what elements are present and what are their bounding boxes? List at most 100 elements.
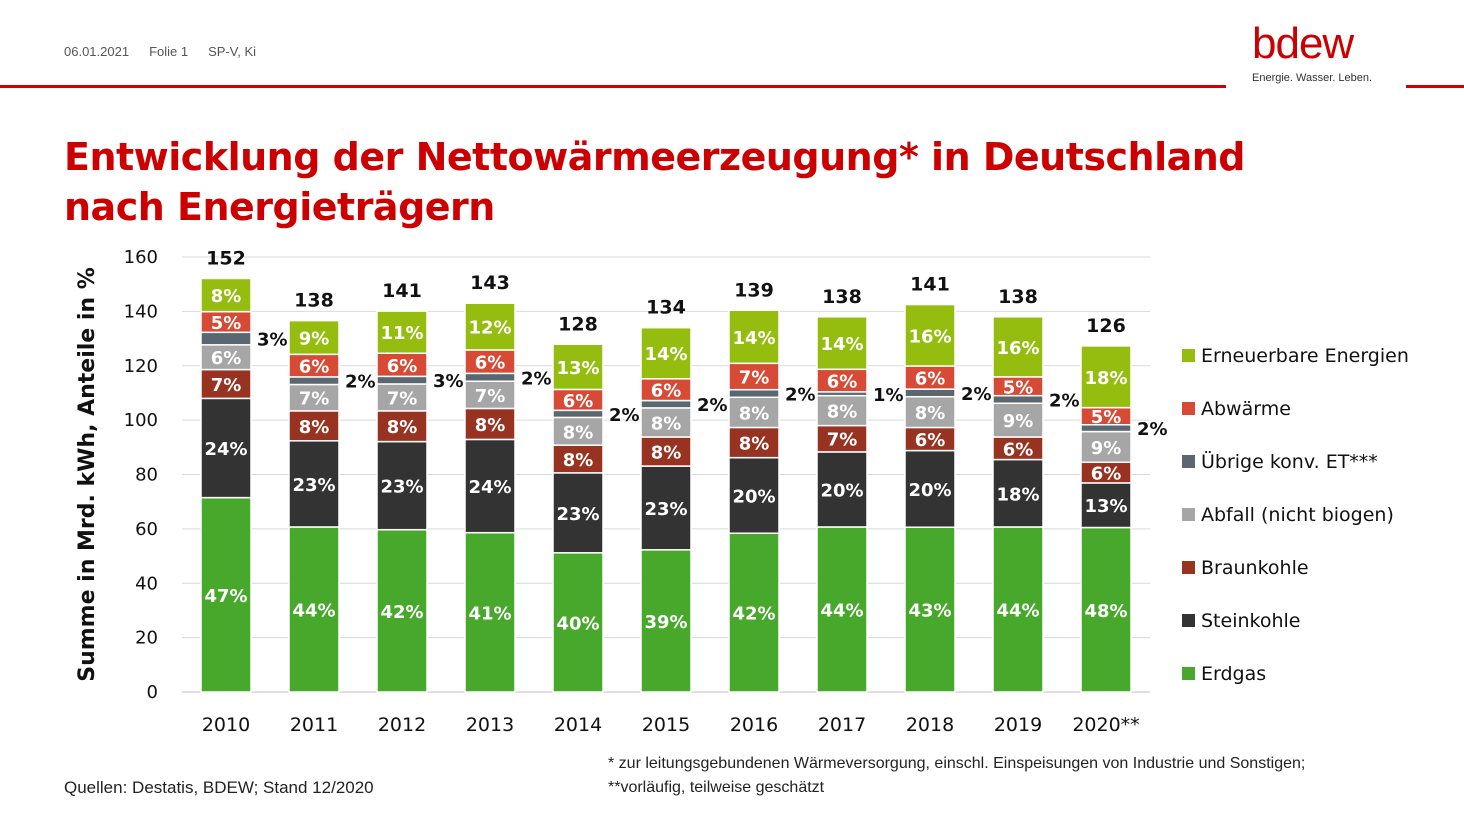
bar-segment [464,302,516,351]
total-label: 138 [294,290,334,312]
title-line-2: nach Energieträgern [64,185,495,229]
total-label: 141 [382,280,422,302]
bar-segment [288,410,340,442]
data-label: 39% [644,612,687,633]
data-label: 6% [915,369,946,390]
bar-segment [376,410,428,443]
data-label: 8% [387,417,418,438]
x-tick-label: 2011 [290,714,338,736]
bar-segment [464,372,516,382]
total-label: 128 [558,313,598,335]
data-label: 3% [433,371,464,392]
data-label: 7% [299,389,330,410]
data-label: 8% [211,286,242,307]
data-label: 7% [827,430,858,451]
bar-segment [728,426,780,459]
data-label: 2% [1049,390,1080,411]
x-tick-label: 2020** [1072,714,1139,736]
data-label: 42% [380,602,423,623]
data-label: 24% [468,477,511,498]
legend-label: Übrige konv. ET*** [1201,450,1378,473]
bar-segment [904,388,956,398]
bar-segment [552,343,604,391]
data-label: 40% [556,613,599,634]
legend-swatch [1182,349,1195,362]
total-label: 126 [1086,315,1126,337]
data-label: 41% [468,603,511,624]
data-label: 8% [739,403,770,424]
x-tick-label: 2016 [730,714,778,736]
legend-label: Abwärme [1201,398,1291,420]
legend-swatch [1182,561,1195,574]
data-label: 7% [739,367,770,388]
bar-segment [728,456,780,534]
data-label: 6% [827,372,858,393]
bar-segment [552,472,604,554]
x-tick-label: 2014 [554,714,602,736]
data-label: 2% [1137,419,1168,440]
data-label: 2% [609,405,640,426]
slide-number: Folie 1 [149,44,189,59]
x-tick-label: 2018 [906,714,954,736]
bar-segment [816,316,868,371]
bar-segment [376,383,428,412]
data-label: 42% [732,604,775,625]
footnote: * zur leitungsgebundenen Wärmeversorgung… [608,752,1305,800]
header-rule-left [0,85,1226,88]
bar-segment [992,402,1044,438]
bar-segment [200,331,252,346]
bar-segment [200,344,252,371]
bar-segment [376,310,428,354]
data-label: 8% [299,417,330,438]
data-label: 44% [820,600,863,621]
data-label: 5% [211,313,242,334]
data-label: 2% [785,384,816,405]
bar-segment [728,388,780,399]
data-label: 13% [556,358,599,379]
slide-meta: 06.01.2021 Folie 1 SP-V, Ki [64,44,256,59]
total-label: 139 [734,279,774,301]
total-label: 138 [822,286,862,308]
data-label: 8% [651,443,682,464]
bar-segment [1080,345,1132,409]
bar-segment [904,449,956,528]
data-label: 2% [697,395,728,416]
data-label: 8% [563,422,594,443]
bar-segment [288,383,340,412]
data-label: 7% [475,386,506,407]
data-label: 9% [1003,411,1034,432]
y-tick-label: 60 [135,519,158,540]
slide-date: 06.01.2021 [64,44,130,59]
y-tick-label: 40 [135,573,158,594]
header-rule-right [1406,85,1464,88]
data-label: 44% [292,600,335,621]
bar-segment [640,407,692,438]
bar-segment [640,326,692,380]
y-tick-label: 140 [124,301,158,322]
y-tick-label: 80 [135,465,158,486]
bar-segment [288,440,340,528]
bar-segment [376,375,428,385]
bar-segment [1080,526,1132,693]
data-label: 6% [299,357,330,378]
data-label: 8% [739,434,770,455]
data-label: 5% [1091,407,1122,428]
bdew-logo: bdew Energie. Wasser. Leben. [1252,22,1382,85]
legend-swatch [1182,455,1195,468]
data-label: 44% [996,600,1039,621]
bar-segment [904,526,956,693]
legend-label: Steinkohle [1201,610,1300,632]
footnote-line-1: * zur leitungsgebundenen Wärmeversorgung… [608,755,1306,772]
x-tick-label: 2019 [994,714,1042,736]
data-label: 2% [961,384,992,405]
data-label: 23% [380,477,423,498]
bar-segment [288,319,340,356]
bar-segment [200,496,252,693]
bar-segment [376,528,428,693]
legend-label: Erdgas [1201,663,1266,685]
data-label: 20% [908,480,951,501]
data-label: 7% [387,388,418,409]
bar-segment [640,549,692,693]
data-label: 43% [908,601,951,622]
data-label: 20% [820,480,863,501]
